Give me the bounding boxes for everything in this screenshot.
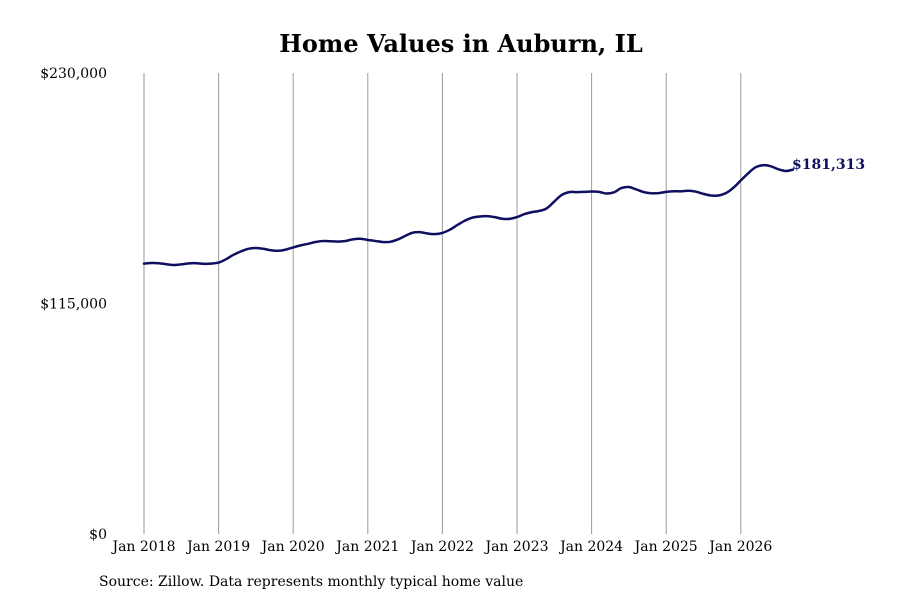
series-line xyxy=(142,163,795,267)
x-tick-label: Jan 2023 xyxy=(483,539,548,555)
x-tick-label: Jan 2024 xyxy=(558,539,623,555)
y-tick-label: $115,000 xyxy=(40,297,107,313)
x-tick-label: Jan 2021 xyxy=(334,539,399,555)
y-axis: $230,000 $115,000 $0 xyxy=(40,66,107,543)
source-note: Source: Zillow. Data represents monthly … xyxy=(99,574,523,590)
x-tick-label: Jan 2022 xyxy=(409,539,474,555)
x-tick-label: Jan 2025 xyxy=(633,539,698,555)
x-tick-label: Jan 2018 xyxy=(110,539,175,555)
x-tick-label: Jan 2019 xyxy=(185,539,250,555)
end-value-label: $181,313 xyxy=(792,157,865,173)
y-tick-label: $230,000 xyxy=(40,66,107,82)
y-tick-label: $0 xyxy=(89,527,107,543)
gridlines xyxy=(143,73,742,534)
x-axis: Jan 2018 Jan 2019 Jan 2020 Jan 2021 Jan 2022… xyxy=(110,539,772,555)
chart-title: Home Values in Auburn, IL xyxy=(279,29,643,58)
x-tick-label: Jan 2020 xyxy=(260,539,325,555)
x-tick-label: Jan 2026 xyxy=(707,539,772,555)
series-layer xyxy=(142,163,795,267)
